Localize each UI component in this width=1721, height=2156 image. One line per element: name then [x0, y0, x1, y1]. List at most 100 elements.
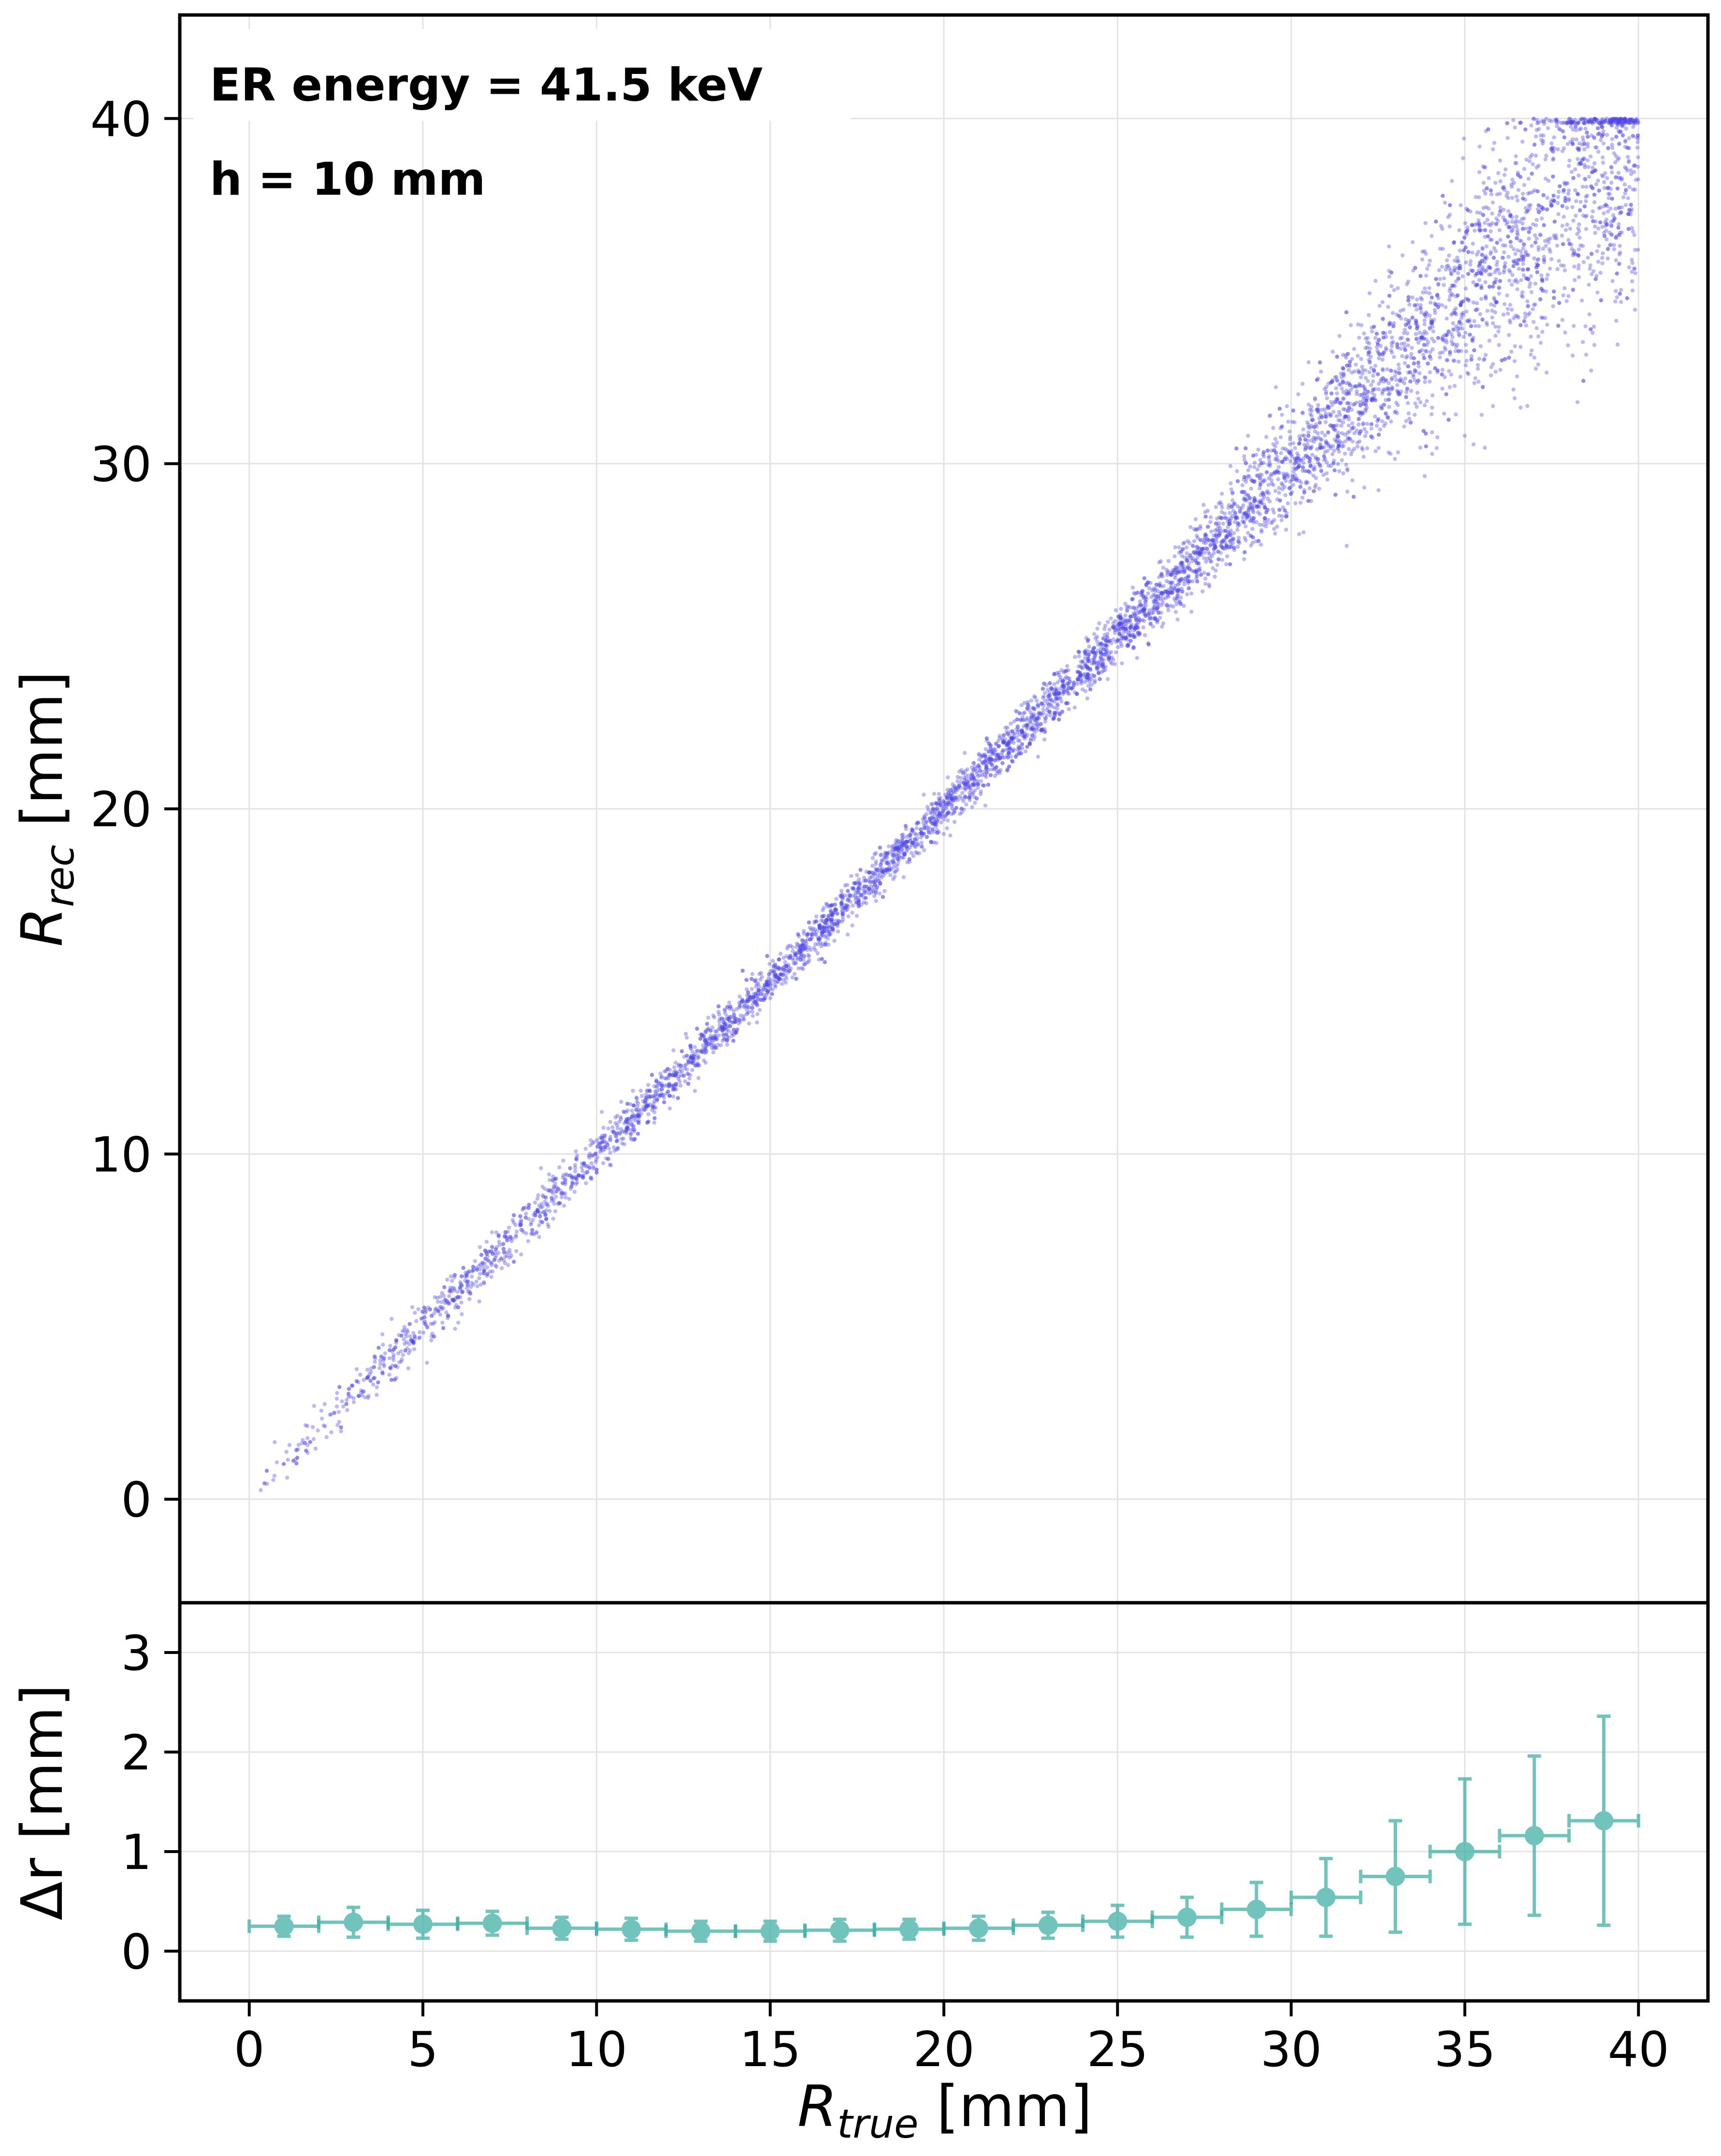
scatter-point — [1423, 221, 1428, 225]
scatter-point — [1497, 291, 1501, 296]
scatter-point — [1436, 302, 1441, 306]
scatter-point — [1293, 457, 1298, 461]
scatter-point — [1495, 300, 1499, 304]
scatter-point — [391, 1353, 396, 1357]
scatter-point — [489, 1275, 493, 1279]
scatter-point — [874, 888, 879, 892]
scatter-point — [1367, 370, 1372, 374]
scatter-point — [1300, 382, 1305, 386]
scatter-point — [1494, 263, 1499, 267]
scatter-point — [1601, 251, 1605, 256]
scatter-point — [759, 989, 764, 993]
scatter-point — [764, 992, 769, 997]
scatter-point — [1459, 316, 1464, 320]
scatter-point — [1338, 401, 1342, 405]
scatter-point — [684, 1062, 689, 1067]
scatter-point — [1313, 397, 1317, 402]
scatter-point — [550, 1187, 554, 1192]
scatter-point — [823, 920, 827, 925]
scatter-point — [1471, 300, 1476, 305]
scatter-point — [500, 1266, 504, 1270]
scatter-point — [1502, 172, 1507, 177]
scatter-point — [1356, 354, 1360, 358]
scatter-point — [1201, 503, 1206, 507]
scatter-point — [757, 984, 762, 989]
scatter-point — [1592, 224, 1597, 229]
scatter-point — [792, 961, 796, 965]
scatter-point — [1497, 213, 1501, 217]
scatter-point — [726, 1029, 731, 1033]
scatter-point — [1440, 350, 1445, 355]
scatter-point — [1580, 135, 1585, 140]
scatter-point — [1160, 624, 1164, 629]
scatter-point — [1201, 540, 1206, 545]
scatter-point — [1515, 374, 1519, 379]
scatter-point — [1306, 402, 1311, 407]
scatter-point — [519, 1252, 523, 1257]
scatter-point — [872, 852, 877, 857]
scatter-point — [1462, 236, 1467, 240]
scatter-point — [622, 1142, 627, 1147]
scatter-point — [1209, 560, 1214, 564]
scatter-point — [284, 1450, 289, 1454]
scatter-point — [1119, 606, 1123, 611]
scatter-point — [1096, 661, 1101, 665]
scatter-point — [1302, 530, 1306, 534]
scatter-point — [716, 1010, 721, 1014]
scatter-point — [946, 775, 950, 780]
scatter-point — [1020, 746, 1025, 750]
scatter-point — [1489, 272, 1493, 277]
scatter-point — [1562, 215, 1566, 219]
scatter-point — [1520, 295, 1525, 299]
scatter-point — [894, 869, 898, 874]
scatter-point — [692, 1052, 697, 1057]
scatter-point — [957, 769, 962, 774]
scatter-point — [1436, 296, 1441, 301]
scatter-point — [1117, 623, 1121, 628]
scatter-point — [744, 977, 749, 982]
scatter-point — [1632, 119, 1637, 124]
scatter-point — [667, 1106, 672, 1111]
scatter-point — [1147, 586, 1152, 590]
scatter-point — [773, 985, 778, 989]
scatter-point — [381, 1362, 386, 1366]
scatter-point — [1285, 404, 1289, 408]
scatter-point — [1106, 677, 1110, 681]
scatter-point — [1035, 699, 1039, 703]
scatter-point — [1403, 361, 1407, 365]
scatter-point — [870, 856, 875, 861]
scatter-point — [1577, 222, 1581, 227]
scatter-point — [951, 790, 955, 794]
scatter-point — [1091, 648, 1095, 652]
scatter-point — [286, 1457, 290, 1462]
scatter-point — [1417, 349, 1422, 354]
scatter-point — [1416, 378, 1421, 383]
scatter-point — [1179, 569, 1183, 574]
scatter-point — [1332, 459, 1336, 463]
scatter-point — [494, 1245, 499, 1250]
scatter-point — [410, 1305, 415, 1309]
scatter-point — [459, 1300, 463, 1305]
scatter-point — [1480, 246, 1485, 250]
scatter-point — [1567, 197, 1571, 201]
scatter-point — [1602, 180, 1606, 185]
scatter-point — [1589, 154, 1593, 158]
scatter-point — [273, 1440, 277, 1444]
scatter-point — [727, 1000, 732, 1005]
scatter-point — [933, 810, 937, 815]
scatter-point — [1334, 386, 1338, 390]
scatter-point — [832, 938, 837, 943]
scatter-point — [453, 1297, 458, 1302]
scatter-point — [1409, 388, 1414, 393]
scatter-point — [345, 1408, 349, 1412]
scatter-point — [1160, 600, 1165, 604]
scatter-point — [1185, 551, 1189, 556]
scatter-point — [1332, 448, 1336, 453]
scatter-point — [1428, 259, 1432, 263]
scatter-point — [1075, 681, 1080, 686]
scatter-point — [1012, 719, 1016, 724]
scatter-point — [1586, 158, 1590, 162]
scatter-point — [1340, 458, 1344, 462]
scatter-point — [1363, 336, 1368, 341]
scatter-point — [685, 1071, 690, 1076]
